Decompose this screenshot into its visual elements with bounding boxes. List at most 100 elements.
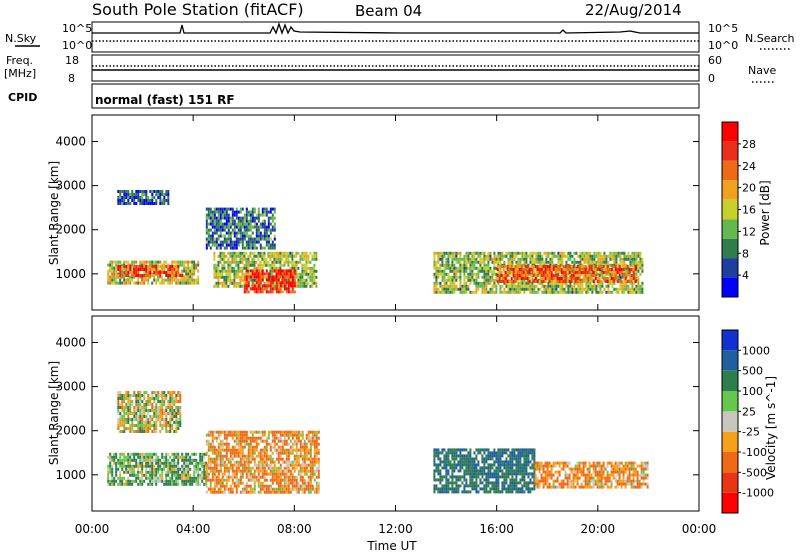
radar-cell [232, 473, 234, 476]
radar-cell [276, 275, 278, 278]
radar-cell [228, 214, 230, 217]
radar-cell [155, 279, 157, 282]
radar-cell [129, 268, 131, 271]
radar-cell [133, 415, 135, 418]
radar-cell [137, 279, 139, 282]
radar-cell [109, 276, 111, 279]
radar-cell [439, 267, 441, 270]
radar-cell [270, 287, 272, 290]
radar-cell [262, 470, 264, 473]
radar-cell [208, 434, 210, 437]
radar-cell [254, 440, 256, 443]
radar-cell [280, 488, 282, 491]
radar-cell [247, 273, 249, 276]
radar-cell [187, 273, 189, 276]
radar-cell [495, 291, 497, 294]
radar-cell [241, 285, 243, 288]
radar-cell [218, 235, 220, 238]
radar-cell [609, 291, 611, 294]
radar-cell [267, 264, 269, 267]
radar-cell [289, 267, 291, 270]
radar-cell [217, 270, 219, 273]
radar-cell [203, 474, 205, 477]
radar-cell [267, 282, 269, 285]
radar-cell [242, 208, 244, 211]
radar-cell [193, 474, 195, 477]
radar-cell [264, 458, 266, 461]
radar-cell [125, 279, 127, 282]
radar-cell [213, 267, 215, 270]
radar-cell [493, 291, 495, 294]
radar-cell [262, 467, 264, 470]
radar-cell [137, 456, 139, 459]
radar-cell [264, 208, 266, 211]
radar-cell [314, 455, 316, 458]
radar-cell [559, 268, 561, 271]
radar-cell [143, 465, 145, 468]
radar-cell [159, 462, 161, 465]
radar-cell [206, 470, 208, 473]
radar-cell [137, 474, 139, 477]
radar-cell [206, 476, 208, 479]
radar-cell [135, 415, 137, 418]
radar-cell [311, 258, 313, 261]
radar-cell [153, 453, 155, 456]
radar-cell [125, 394, 127, 397]
radar-cell [133, 391, 135, 394]
radar-cell [455, 276, 457, 279]
radar-cell [635, 255, 637, 258]
radar-cell [214, 241, 216, 244]
radar-cell [161, 477, 163, 480]
radar-cell [131, 267, 133, 270]
radar-cell [272, 241, 274, 244]
radar-cell [133, 456, 135, 459]
radar-cell [523, 252, 525, 255]
radar-cell [475, 273, 477, 276]
radar-cell [181, 453, 183, 456]
radar-cell [262, 452, 264, 455]
radar-cell [477, 460, 479, 463]
radar-cell [278, 272, 280, 275]
radar-cell [593, 261, 595, 264]
radar-cell [631, 280, 633, 283]
radar-cell [495, 288, 497, 291]
radar-cell [463, 279, 465, 282]
radar-cell [159, 474, 161, 477]
radar-cell [212, 241, 214, 244]
radar-cell [223, 279, 225, 282]
radar-cell [243, 273, 245, 276]
radar-cell [561, 274, 563, 277]
radar-cell [245, 273, 247, 276]
radar-cell [467, 261, 469, 264]
radar-cell [125, 465, 127, 468]
radar-cell [278, 467, 280, 470]
radar-cell [216, 431, 218, 434]
radar-cell [591, 280, 593, 283]
radar-cell [153, 412, 155, 415]
radar-cell [233, 267, 235, 270]
radar-cell [117, 391, 119, 394]
radar-cell [218, 458, 220, 461]
radar-cell [191, 267, 193, 270]
radar-cell [233, 270, 235, 273]
radar-cell [525, 265, 527, 268]
radar-cell [235, 285, 237, 288]
radar-cell [161, 412, 163, 415]
radar-cell [461, 466, 463, 469]
radar-cell [246, 458, 248, 461]
radar-cell [433, 448, 435, 451]
radar-cell [119, 202, 121, 205]
radar-cell [509, 274, 511, 277]
radar-cell [187, 468, 189, 471]
radar-cell [641, 282, 643, 285]
radar-cell [139, 400, 141, 403]
radar-cell [292, 464, 294, 467]
radar-cell [539, 255, 541, 258]
radar-cell [587, 274, 589, 277]
radar-cell [298, 470, 300, 473]
radar-cell [459, 276, 461, 279]
radar-cell [125, 418, 127, 421]
radar-cell [137, 400, 139, 403]
radar-cell [232, 488, 234, 491]
